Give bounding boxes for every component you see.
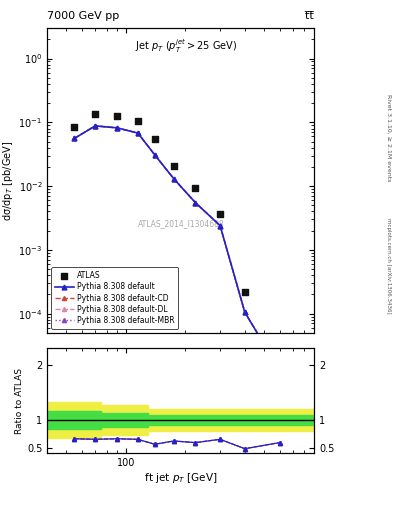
Pythia 8.308 default-CD xyxy=(136,130,140,136)
Pythia 8.308 default xyxy=(193,200,198,206)
Pythia 8.308 default-DL xyxy=(171,176,176,182)
Line: Pythia 8.308 default-CD: Pythia 8.308 default-CD xyxy=(72,124,282,372)
ATLAS xyxy=(242,288,248,296)
Y-axis label: Ratio to ATLAS: Ratio to ATLAS xyxy=(15,368,24,434)
Pythia 8.308 default-MBR xyxy=(218,223,222,229)
Pythia 8.308 default-MBR xyxy=(93,123,97,129)
Pythia 8.308 default-DL xyxy=(242,309,247,315)
Line: Pythia 8.308 default-DL: Pythia 8.308 default-DL xyxy=(72,124,282,372)
ATLAS xyxy=(72,123,78,131)
Pythia 8.308 default xyxy=(93,123,97,129)
Pythia 8.308 default-MBR xyxy=(193,200,198,206)
Pythia 8.308 default-CD xyxy=(277,367,282,373)
ATLAS xyxy=(135,117,141,125)
ATLAS xyxy=(92,110,98,118)
Text: Rivet 3.1.10, ≥ 2.1M events: Rivet 3.1.10, ≥ 2.1M events xyxy=(386,95,391,182)
Pythia 8.308 default xyxy=(171,176,176,182)
ATLAS xyxy=(171,161,177,169)
Pythia 8.308 default xyxy=(242,309,247,315)
Legend: ATLAS, Pythia 8.308 default, Pythia 8.308 default-CD, Pythia 8.308 default-DL, P: ATLAS, Pythia 8.308 default, Pythia 8.30… xyxy=(51,267,178,329)
Pythia 8.308 default-CD xyxy=(242,309,247,315)
Pythia 8.308 default-DL xyxy=(152,152,157,158)
Pythia 8.308 default-DL xyxy=(93,123,97,129)
Text: ATLAS_2014_I1304688: ATLAS_2014_I1304688 xyxy=(138,219,224,228)
Pythia 8.308 default xyxy=(136,130,140,136)
Pythia 8.308 default-DL xyxy=(114,125,119,131)
Text: t̅t̅: t̅t̅ xyxy=(306,11,314,20)
ATLAS xyxy=(217,209,223,218)
Pythia 8.308 default-CD xyxy=(152,152,157,158)
ATLAS xyxy=(276,351,283,359)
Pythia 8.308 default-MBR xyxy=(277,367,282,373)
Pythia 8.308 default-DL xyxy=(72,135,77,141)
Line: Pythia 8.308 default: Pythia 8.308 default xyxy=(72,123,282,373)
Pythia 8.308 default-MBR xyxy=(72,135,77,141)
Line: Pythia 8.308 default-MBR: Pythia 8.308 default-MBR xyxy=(72,124,282,372)
Pythia 8.308 default-CD xyxy=(171,176,176,182)
Pythia 8.308 default xyxy=(218,223,222,229)
Pythia 8.308 default xyxy=(72,135,77,141)
X-axis label: $\mathregular{f^{\bar{}}t}$ jet $p_T$ [GeV]: $\mathregular{f^{\bar{}}t}$ jet $p_T$ [G… xyxy=(144,471,217,485)
Pythia 8.308 default-MBR xyxy=(171,176,176,182)
Pythia 8.308 default-MBR xyxy=(242,309,247,315)
Text: Jet $p_T$ ($p_T^{jet}>$25 GeV): Jet $p_T$ ($p_T^{jet}>$25 GeV) xyxy=(135,37,237,55)
ATLAS xyxy=(192,184,198,192)
Pythia 8.308 default-DL xyxy=(136,130,140,136)
Pythia 8.308 default-CD xyxy=(114,125,119,131)
Y-axis label: dσ/dp$_T$ [pb/GeV]: dσ/dp$_T$ [pb/GeV] xyxy=(1,140,15,221)
ATLAS xyxy=(152,135,158,143)
Pythia 8.308 default-MBR xyxy=(136,130,140,136)
Pythia 8.308 default-CD xyxy=(72,135,77,141)
ATLAS xyxy=(114,112,120,120)
Pythia 8.308 default-DL xyxy=(277,367,282,373)
Pythia 8.308 default-CD xyxy=(193,200,198,206)
Pythia 8.308 default xyxy=(152,152,157,158)
Text: 7000 GeV pp: 7000 GeV pp xyxy=(47,11,119,20)
Pythia 8.308 default xyxy=(277,367,282,373)
Pythia 8.308 default-DL xyxy=(218,223,222,229)
Pythia 8.308 default-CD xyxy=(93,123,97,129)
Pythia 8.308 default-MBR xyxy=(152,152,157,158)
Text: mcplots.cern.ch [arXiv:1306.3436]: mcplots.cern.ch [arXiv:1306.3436] xyxy=(386,219,391,314)
Pythia 8.308 default-MBR xyxy=(114,125,119,131)
Pythia 8.308 default-CD xyxy=(218,223,222,229)
Pythia 8.308 default-DL xyxy=(193,200,198,206)
Pythia 8.308 default xyxy=(114,125,119,131)
